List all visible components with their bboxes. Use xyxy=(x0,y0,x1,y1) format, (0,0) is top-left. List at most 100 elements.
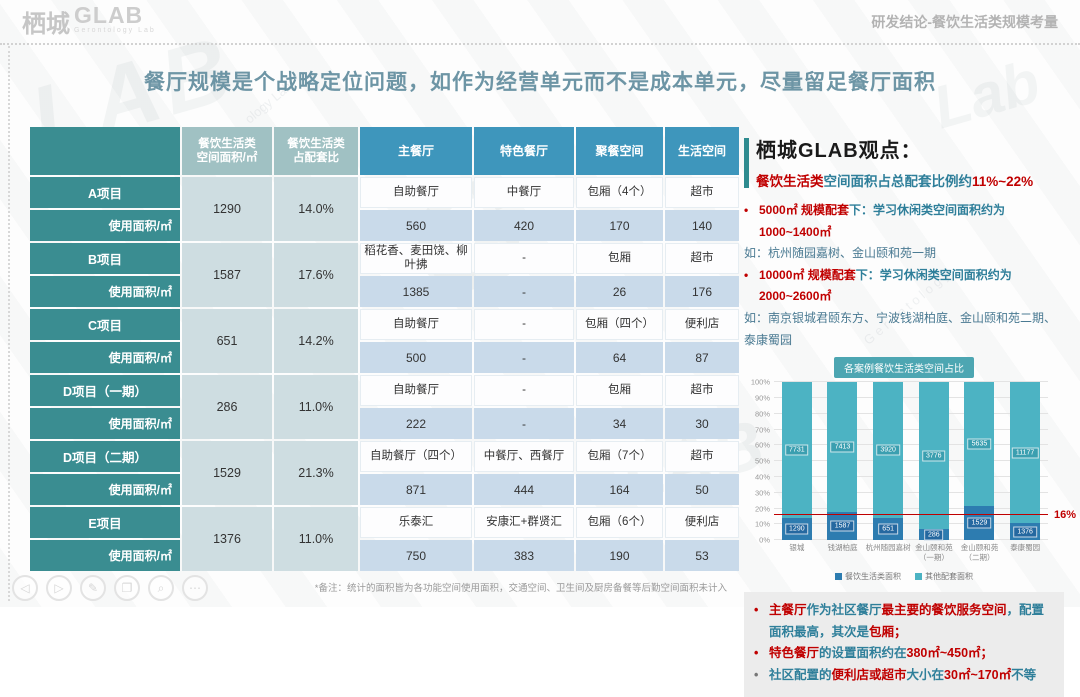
text-segment: 餐饮生活类 xyxy=(756,174,824,189)
space-name-cell: 超市 xyxy=(665,441,739,472)
header-cell-special-restaurant: 特色餐厅 xyxy=(474,127,574,175)
prev-button[interactable]: ◁ xyxy=(12,575,38,601)
space-value-cell: 176 xyxy=(665,276,739,307)
area-cell: 286 xyxy=(182,375,272,439)
section-title: 研发结论-餐饮生活类规模考量 xyxy=(871,13,1058,30)
space-name-cell: 中餐厅 xyxy=(474,177,574,208)
legend-label: 其他配套面积 xyxy=(925,571,973,581)
space-name-cell: 超市 xyxy=(665,375,739,406)
chart-title: 各案例餐饮生活类空间占比 xyxy=(834,357,974,379)
slides-button[interactable]: ❐ xyxy=(114,575,140,601)
usable-area-label-cell: 使用面积/㎡ xyxy=(30,408,180,439)
bullet-item: 如：南京银城君颐东方、宁波钱湖柏庭、金山颐和苑二期、泰康蜀园 xyxy=(744,308,1064,351)
bullet-text: 主餐厅作为社区餐厅最主要的餐饮服务空间，配置面积最高，其次是包厢； xyxy=(769,600,1054,644)
y-axis-label: 50% xyxy=(754,456,770,466)
header-cell-main-restaurant: 主餐厅 xyxy=(360,127,472,175)
gridline xyxy=(774,475,1048,477)
text-segment: 11%~22% xyxy=(972,174,1034,189)
table-row: A项目 1290 14.0% 自助餐厅 中餐厅 包厢（4个） 超市 xyxy=(30,177,739,241)
zoom-button[interactable]: ⌕ xyxy=(148,575,174,601)
pen-button[interactable]: ✎ xyxy=(80,575,106,601)
space-value-cell: 383 xyxy=(474,540,574,571)
space-value-cell: 750 xyxy=(360,540,472,571)
text-segment: 2000~2600㎡ xyxy=(759,289,832,304)
projects-table-section: 餐饮生活类 空间面积/㎡ 餐饮生活类 占配套比 主餐厅 特色餐厅 聚餐空间 生活… xyxy=(28,125,739,594)
text-segment: 作为社区餐厅 xyxy=(806,602,882,617)
space-name-cell: 超市 xyxy=(665,243,739,274)
stacked-bar: 1290 7731 xyxy=(781,382,812,541)
text-segment: 1000~1400㎡ xyxy=(759,224,832,239)
ratio-cell: 14.0% xyxy=(274,177,358,241)
bullet-text: 社区配置的便利店或超市大小在30㎡~170㎡不等 xyxy=(769,665,1036,687)
bar-value-label: 7413 xyxy=(830,441,855,453)
space-value-cell: - xyxy=(474,276,574,307)
x-axis-label: 泰康蜀园 xyxy=(1010,543,1041,553)
text-segment: 特色餐厅 xyxy=(769,646,820,661)
y-axis-label: 40% xyxy=(754,472,770,482)
space-name-cell: 自助餐厅 xyxy=(360,375,472,406)
table-row: 使用面积/㎡ 1385-26 176 xyxy=(30,276,739,307)
space-value-cell: 1385 xyxy=(360,276,472,307)
stacked-bar: 286 3776 xyxy=(918,382,949,541)
gridline xyxy=(774,523,1048,525)
bar-value-label: 1376 xyxy=(1013,526,1037,537)
project-name-cell: D项目（二期） xyxy=(30,441,180,472)
space-name-cell: 中餐厅、西餐厅 xyxy=(474,441,574,472)
space-name-cell: 便利店 xyxy=(665,507,739,538)
usable-area-label-cell: 使用面积/㎡ xyxy=(30,210,180,241)
ratio-cell: 21.3% xyxy=(274,441,358,505)
project-name-cell: D项目（一期） xyxy=(30,375,180,406)
space-name-cell: 包厢 xyxy=(576,243,663,274)
reference-line-label: 16% xyxy=(1053,508,1076,521)
bar-value-label: 3920 xyxy=(876,444,900,456)
legend-label: 餐饮生活类面积 xyxy=(845,571,901,581)
reference-line xyxy=(774,513,1048,515)
y-axis-label: 60% xyxy=(754,440,770,450)
text-segment: 10000㎡ 规模配套 xyxy=(759,267,856,282)
bar-value-label: 651 xyxy=(878,523,898,535)
stacked-bar: 1529 5635 xyxy=(964,382,995,541)
bar-value-label: 5635 xyxy=(967,438,992,450)
x-axis-label: 金山颐和苑 （一期） xyxy=(915,543,953,562)
space-name-cell: 包厢（6个） xyxy=(576,507,663,538)
table-row: 使用面积/㎡ 560 420 170 140 xyxy=(30,210,739,241)
bullet-text: 如：杭州随园嘉树、金山颐和苑一期 xyxy=(744,243,936,265)
y-axis-label: 10% xyxy=(754,519,770,529)
space-name-cell: 乐泰汇 xyxy=(360,507,472,538)
bullet-dot: • xyxy=(754,602,759,617)
usable-area-label-cell: 使用面积/㎡ xyxy=(30,276,180,307)
bar-value-label: 3776 xyxy=(922,450,946,462)
bar-value-label: 286 xyxy=(923,529,944,541)
bullet-item: 如：杭州随园嘉树、金山颐和苑一期 xyxy=(744,243,1064,265)
space-value-cell: 871 xyxy=(360,474,472,505)
bullet-text: 5000㎡ 规模配套下：学习休闲类空间面积约为 1000~1400㎡ xyxy=(759,200,1064,243)
table-row: 使用面积/㎡ 222-34 30 xyxy=(30,408,739,439)
x-axis-label: 金山颐和苑 （二期） xyxy=(960,543,999,562)
space-value-cell: 190 xyxy=(576,540,663,571)
table-row: 使用面积/㎡ 500-64 87 xyxy=(30,342,739,373)
bar-value-label: 1290 xyxy=(785,523,809,535)
x-axis-label: 钱湖柏庭 xyxy=(827,543,858,553)
logo-cn: 栖城 xyxy=(22,12,70,38)
logo-en: GLAB xyxy=(74,2,144,28)
space-value-cell: 560 xyxy=(360,210,472,241)
space-name-cell: 包厢 xyxy=(576,375,663,406)
gridline xyxy=(774,507,1048,509)
ratio-cell: 14.2% xyxy=(274,309,358,373)
ratio-cell: 11.0% xyxy=(274,375,358,439)
ratio-cell: 17.6% xyxy=(274,243,358,307)
text-segment: 如：杭州随园嘉树、金山颐和苑一期 xyxy=(744,246,937,261)
project-name-cell: B项目 xyxy=(30,243,180,274)
space-value-cell: 222 xyxy=(360,408,472,439)
bullet-item: • 主餐厅作为社区餐厅最主要的餐饮服务空间，配置面积最高，其次是包厢； xyxy=(754,600,1054,644)
accent-bar xyxy=(744,138,749,188)
ratio-cell: 11.0% xyxy=(274,507,358,571)
gridline xyxy=(774,539,1048,541)
bullet-item: • 10000㎡ 规模配套下：学习休闲类空间面积约为 2000~2600㎡ xyxy=(744,265,1064,308)
chart-plot-area: 0% 10% 20% 30% 40% 50% 60% 70% 80% 90% 100% 1290 773… xyxy=(744,378,1076,545)
next-button[interactable]: ▷ xyxy=(46,575,72,601)
gridline xyxy=(774,381,1048,383)
text-segment: 如：南京银城君颐东方、宁波钱湖柏庭、金山颐和苑二期、泰康蜀园 xyxy=(744,310,1057,347)
more-button[interactable]: ⋯ xyxy=(182,575,208,601)
